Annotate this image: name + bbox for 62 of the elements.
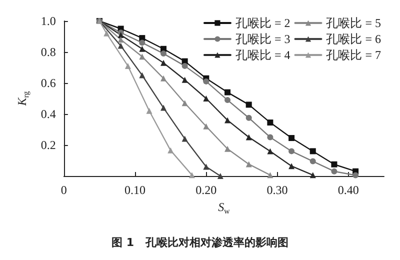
point [267, 120, 274, 126]
point [246, 102, 252, 108]
x-tick-label: 0 [60, 183, 67, 197]
point [267, 172, 274, 178]
legend-label: 孔喉比 = 3 [235, 32, 290, 46]
point [203, 96, 210, 102]
caption: 图 1 孔喉比对相对渗透率的影响图 [112, 236, 288, 249]
legend-label: 孔喉比 = 4 [235, 48, 290, 62]
point [246, 114, 252, 121]
point [104, 30, 110, 36]
y-tick-label: 0.6 [40, 76, 56, 90]
point [139, 72, 146, 78]
point [288, 135, 295, 142]
point [182, 76, 188, 83]
point [182, 62, 188, 69]
point [310, 148, 316, 154]
x-tick-label: 0.10 [124, 183, 146, 197]
point [168, 147, 174, 154]
point [310, 172, 316, 178]
point [224, 117, 231, 124]
point [160, 75, 166, 82]
point [331, 161, 338, 168]
legend-label: 孔喉比 = 6 [326, 32, 382, 46]
point [203, 164, 210, 170]
point [246, 161, 252, 168]
point [160, 50, 166, 57]
point [188, 172, 195, 178]
point [288, 163, 295, 170]
x-tick-label: 0.40 [338, 183, 359, 197]
point [182, 100, 188, 106]
point [124, 62, 131, 69]
point [246, 134, 252, 140]
legend-label: 孔喉比 = 5 [326, 16, 382, 30]
point [288, 148, 295, 154]
point [352, 172, 359, 178]
y-axis-title: Krg [15, 91, 30, 107]
point [203, 78, 210, 84]
point [160, 104, 166, 111]
legend-label: 孔喉比 = 7 [326, 48, 382, 62]
point [182, 136, 188, 142]
x-tick-label: 0.20 [196, 183, 217, 197]
point [267, 134, 274, 140]
x-tick-label: 0.30 [266, 183, 288, 197]
point [160, 60, 166, 66]
y-tick-label: 0.8 [40, 45, 56, 59]
point [224, 89, 231, 96]
point [139, 40, 146, 46]
legend-label: 孔喉比 = 2 [235, 16, 290, 30]
point [224, 146, 231, 152]
point [267, 148, 274, 154]
point [217, 173, 224, 179]
y-tick-label: 0.4 [40, 107, 56, 121]
point [224, 97, 231, 104]
point [146, 108, 152, 114]
point [118, 42, 124, 49]
y-tick-label: 0.2 [40, 138, 56, 152]
point [139, 46, 146, 52]
point [118, 36, 124, 43]
point [331, 168, 338, 174]
point [310, 158, 316, 164]
point [203, 123, 210, 130]
y-tick-label: 1.0 [40, 14, 56, 28]
